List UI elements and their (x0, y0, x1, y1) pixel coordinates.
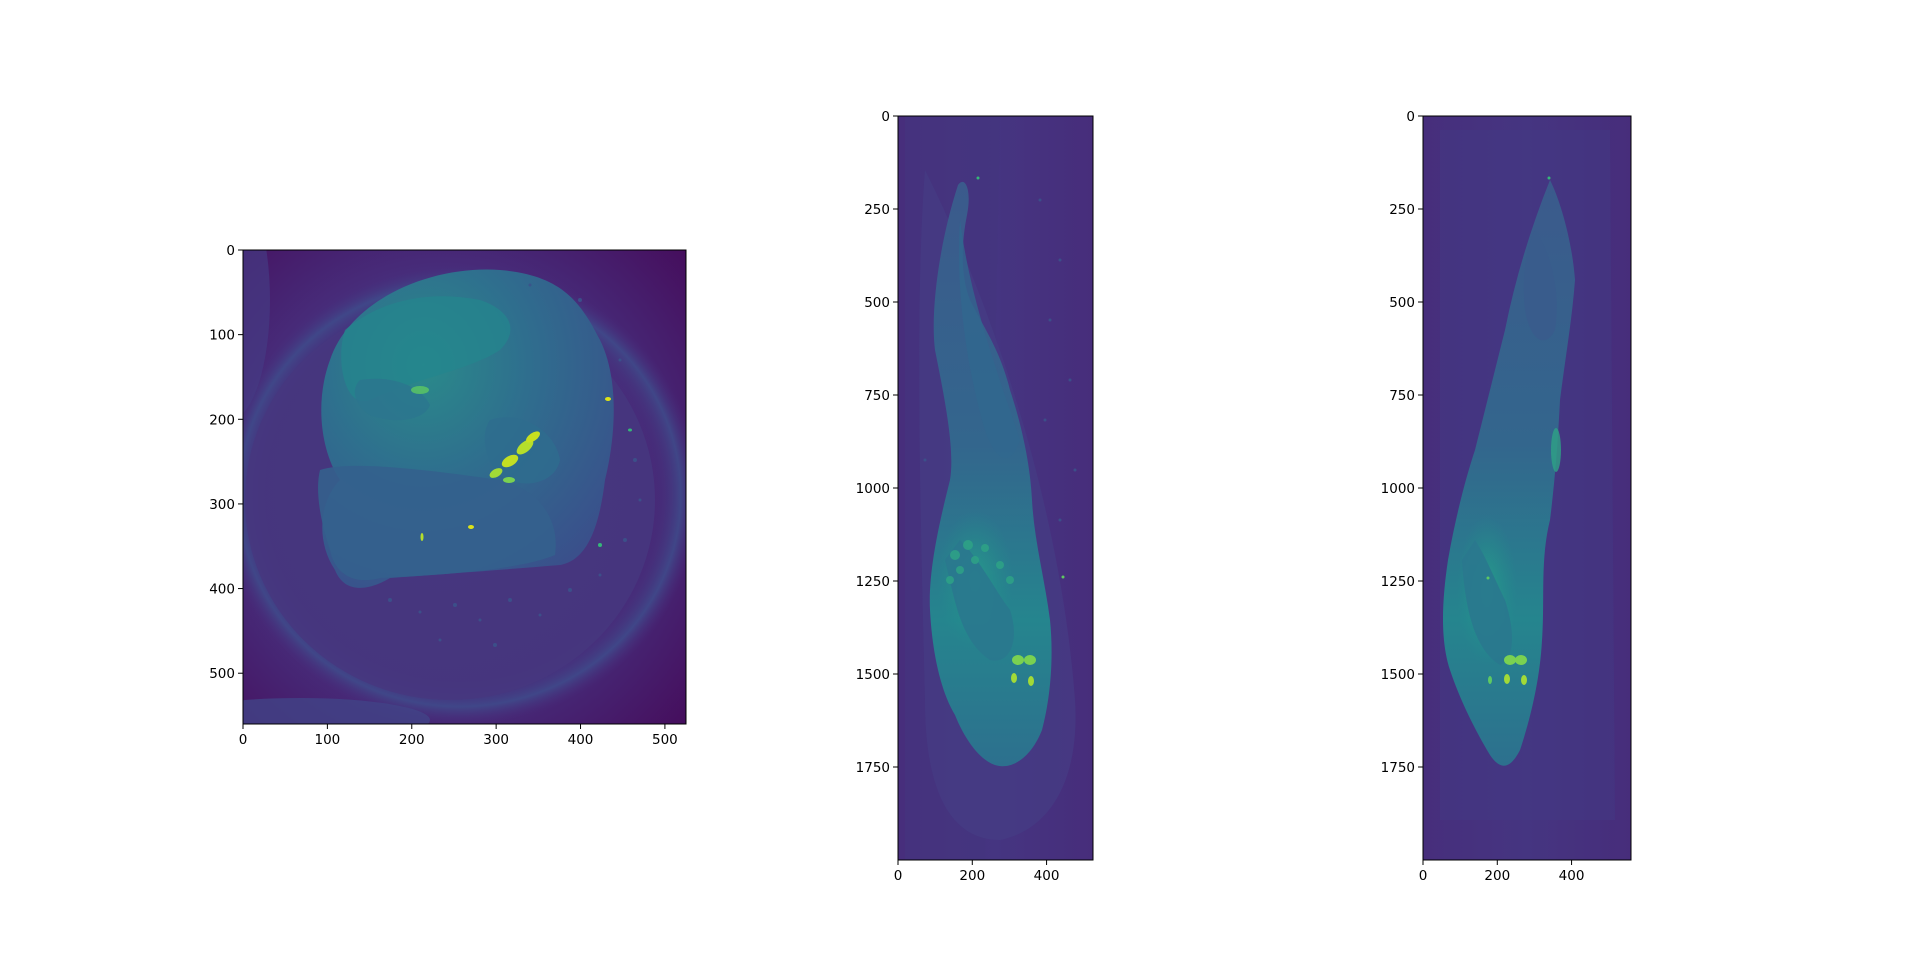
y-tick-label: 0 (226, 243, 235, 259)
y-tick-label: 1250 (856, 574, 890, 590)
x-tick-label: 0 (894, 868, 903, 884)
sagittal-projection-image (1422, 115, 1632, 861)
y-tick-label: 1000 (1381, 481, 1415, 497)
x-tick-label: 400 (1559, 868, 1585, 884)
sagittal-projection-panel: 0 200 400 0 250 500 750 1000 1250 1500 1750 (1381, 109, 1632, 884)
y-tick-label: 750 (1389, 388, 1415, 404)
coronal-projection-panel: 0 200 400 0 250 500 750 1000 1250 1500 1750 (856, 109, 1094, 884)
x-tick-label: 400 (568, 732, 594, 748)
y-tick-label: 750 (864, 388, 890, 404)
x-tick-label: 300 (483, 732, 509, 748)
y-tick-label: 100 (209, 328, 235, 344)
y-tick-label: 250 (864, 202, 890, 218)
y-tick-label: 1000 (856, 481, 890, 497)
y-tick-label: 0 (1406, 109, 1415, 125)
coronal-projection-axes: 0 200 400 0 250 500 750 1000 1250 1500 1750 (856, 109, 1060, 884)
y-tick-label: 1750 (1381, 760, 1415, 776)
x-tick-label: 200 (959, 868, 985, 884)
y-tick-label: 400 (209, 582, 235, 598)
y-tick-label: 1500 (1381, 667, 1415, 683)
y-tick-label: 250 (1389, 202, 1415, 218)
x-tick-label: 500 (652, 732, 678, 748)
x-tick-label: 200 (1484, 868, 1510, 884)
x-tick-label: 0 (1419, 868, 1428, 884)
y-tick-label: 200 (209, 412, 235, 428)
axial-slice-axes: 0 100 200 300 400 500 0 100 200 300 400 500 (209, 243, 678, 748)
y-tick-label: 500 (864, 295, 890, 311)
axial-slice-panel: 0 100 200 300 400 500 0 100 200 300 400 500 (209, 243, 687, 748)
y-tick-label: 500 (209, 666, 235, 682)
y-tick-label: 500 (1389, 295, 1415, 311)
x-tick-label: 0 (239, 732, 248, 748)
y-tick-label: 1500 (856, 667, 890, 683)
y-tick-label: 1750 (856, 760, 890, 776)
y-tick-label: 1250 (1381, 574, 1415, 590)
y-tick-label: 300 (209, 497, 235, 513)
x-tick-label: 200 (399, 732, 425, 748)
sagittal-projection-axes: 0 200 400 0 250 500 750 1000 1250 1500 1750 (1381, 109, 1585, 884)
coronal-projection-image (897, 115, 1094, 861)
x-tick-label: 400 (1034, 868, 1060, 884)
x-tick-label: 100 (314, 732, 340, 748)
axial-slice-image (242, 249, 687, 725)
y-tick-label: 0 (881, 109, 890, 125)
